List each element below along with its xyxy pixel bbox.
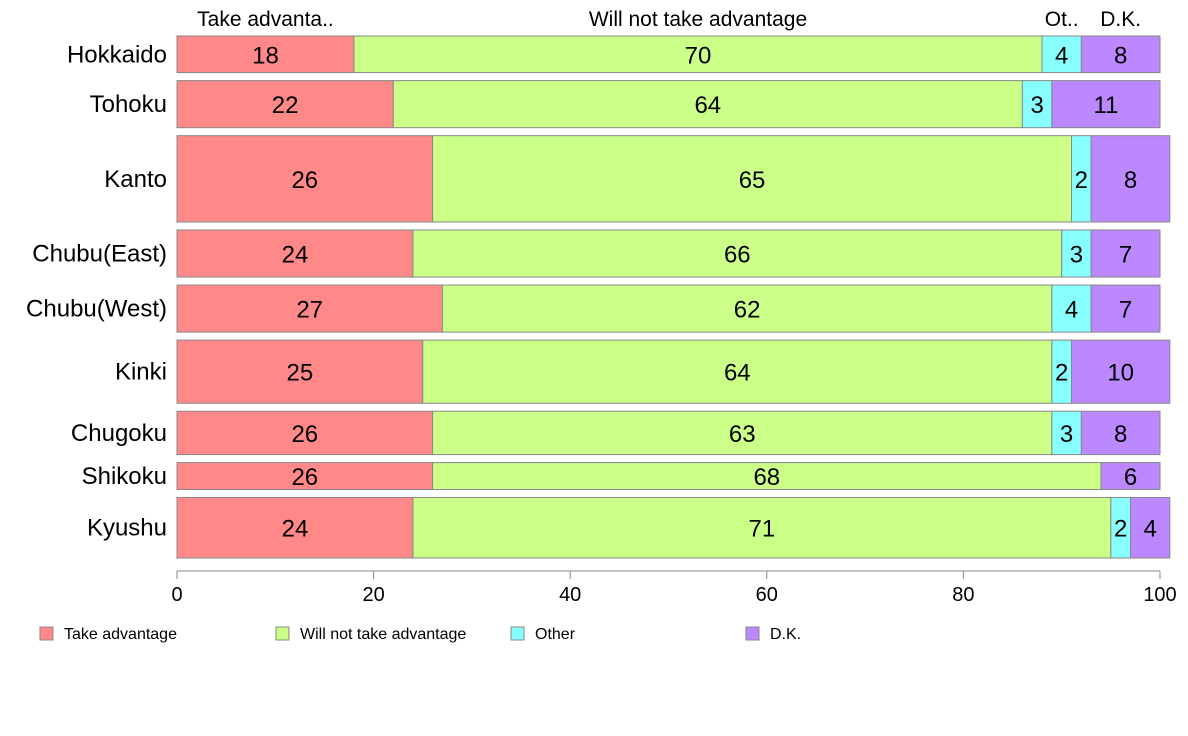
bar-segment <box>176 35 355 74</box>
bar-segment <box>1090 229 1161 278</box>
row-label: Chubu(East) <box>32 241 167 268</box>
row-label: Chugoku <box>71 420 167 447</box>
data-label: 8 <box>1114 42 1127 69</box>
x-tick-label: 100 <box>1143 584 1176 606</box>
data-label: 66 <box>724 242 751 269</box>
data-label: 2 <box>1055 360 1068 387</box>
legend-label: Take advantage <box>64 626 177 643</box>
data-label: 3 <box>1030 92 1043 119</box>
x-tick-label: 40 <box>559 584 581 606</box>
bar-segment <box>176 462 434 490</box>
row-label: Hokkaido <box>67 41 167 68</box>
legend-label: Will not take advantage <box>300 626 466 643</box>
data-label: 11 <box>1093 92 1118 119</box>
bar-segment <box>1130 496 1171 559</box>
data-label: 64 <box>694 92 721 119</box>
bar-segment <box>176 339 424 404</box>
data-label: 10 <box>1107 360 1134 387</box>
bar-segment <box>1071 339 1171 404</box>
legend-swatch <box>745 626 760 641</box>
column-label: Ot.. <box>1045 8 1079 31</box>
data-label: 7 <box>1119 242 1132 269</box>
data-label: 22 <box>272 92 299 119</box>
legend-swatch <box>510 626 525 641</box>
bar-segment <box>412 496 1112 559</box>
row-label: Kinki <box>115 359 167 386</box>
data-label: 63 <box>729 421 756 448</box>
data-label: 68 <box>753 464 780 491</box>
bar-segment <box>1051 284 1092 333</box>
bar-segment <box>176 496 414 559</box>
bar-segment <box>1100 462 1161 490</box>
bar-segment <box>432 410 1053 456</box>
x-tick-label: 80 <box>952 584 974 606</box>
x-tick-label: 20 <box>362 584 384 606</box>
data-label: 24 <box>282 242 309 269</box>
legend-swatch <box>275 626 290 641</box>
bar-segment <box>422 339 1053 404</box>
bar-segment <box>176 229 414 278</box>
row-label: Kanto <box>104 166 167 193</box>
data-label: 4 <box>1055 42 1068 69</box>
data-label: 8 <box>1124 167 1137 194</box>
column-label: D.K. <box>1100 8 1141 31</box>
bar-segment <box>1080 410 1161 456</box>
bar-segment <box>176 80 394 129</box>
data-label: 18 <box>252 42 279 69</box>
column-labels: Take advanta.. Will not take advantage Ot.… <box>197 8 1141 31</box>
legend-swatch <box>39 626 54 641</box>
bar-segment <box>1080 35 1161 74</box>
column-label: Take advanta.. <box>197 8 334 31</box>
bar-segment <box>441 284 1053 333</box>
data-label: 71 <box>749 516 776 543</box>
row-label: Kyushu <box>87 515 167 542</box>
data-label: 6 <box>1124 464 1137 491</box>
bar-segment <box>1051 80 1161 129</box>
column-label: Will not take advantage <box>589 8 807 31</box>
bar-segment <box>1090 284 1161 333</box>
bar-segment <box>432 135 1073 223</box>
bar-segment <box>432 462 1102 490</box>
legend-label: Other <box>535 626 576 643</box>
data-label: 4 <box>1143 516 1156 543</box>
row-label: Chubu(West) <box>26 296 167 323</box>
row-label: Tohoku <box>90 91 167 118</box>
bar-segment <box>353 35 1043 74</box>
legend-label: D.K. <box>770 626 801 643</box>
data-label: 8 <box>1114 421 1127 448</box>
bar-segment <box>176 135 434 223</box>
bar-segment <box>1090 135 1171 223</box>
bar-segment <box>1041 35 1082 74</box>
bar-segment <box>1021 80 1053 129</box>
bar-segment <box>176 410 434 456</box>
data-label: 25 <box>287 360 314 387</box>
row-labels: Hokkaido Tohoku Kanto Chubu(East) Chubu(West… <box>26 41 167 541</box>
data-label: 26 <box>291 421 318 448</box>
data-label: 4 <box>1065 297 1078 324</box>
bar-segment <box>392 80 1023 129</box>
data-label: 26 <box>291 167 318 194</box>
data-label: 26 <box>291 464 318 491</box>
data-label: 65 <box>739 167 766 194</box>
x-axis: 0 20 40 60 80 100 <box>171 570 1177 606</box>
x-tick-label: 0 <box>171 584 182 606</box>
data-label: 24 <box>282 516 309 543</box>
bar-segment <box>1061 229 1092 278</box>
data-label: 62 <box>734 297 761 324</box>
data-label: 7 <box>1119 297 1132 324</box>
data-label: 3 <box>1070 242 1083 269</box>
data-label: 2 <box>1114 516 1127 543</box>
legend: Take advantage Will not take advantage Oth… <box>39 626 801 643</box>
data-label: 3 <box>1060 421 1073 448</box>
row-label: Shikoku <box>82 463 167 490</box>
data-label: 70 <box>685 42 712 69</box>
data-label: 2 <box>1075 167 1088 194</box>
x-tick-label: 60 <box>756 584 778 606</box>
bar-segment <box>176 284 443 333</box>
data-label: 64 <box>724 360 751 387</box>
data-label: 27 <box>296 297 323 324</box>
bar-segment <box>412 229 1063 278</box>
